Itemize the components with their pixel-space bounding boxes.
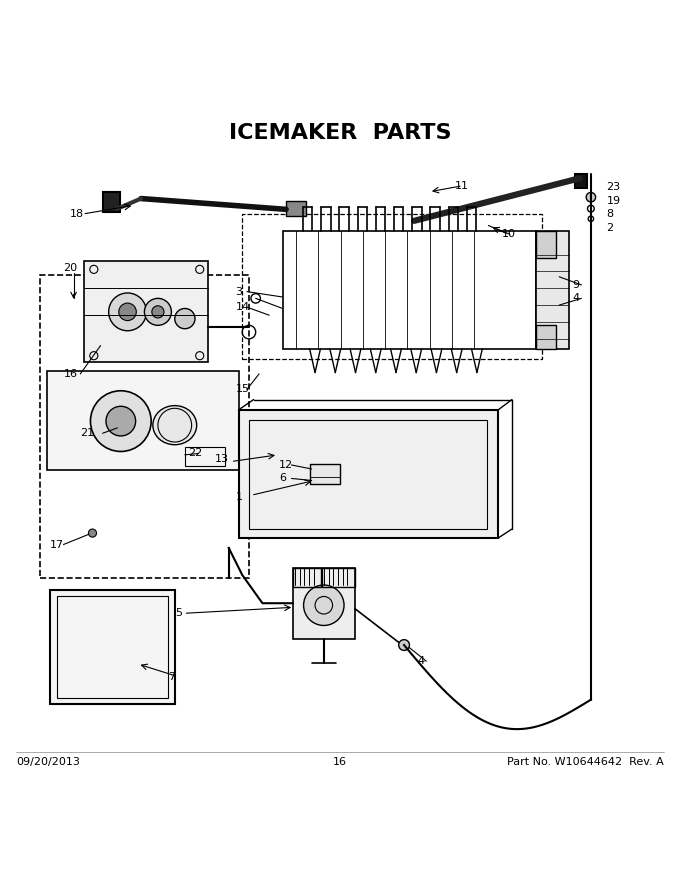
Text: 17: 17	[50, 539, 64, 549]
Text: 8: 8	[607, 209, 613, 219]
Circle shape	[106, 407, 135, 436]
Text: 1: 1	[235, 492, 243, 502]
Bar	[185, 447, 225, 466]
Bar	[103, 192, 120, 212]
Text: 9: 9	[573, 280, 580, 290]
Text: 18: 18	[70, 209, 84, 219]
Circle shape	[90, 391, 151, 451]
Circle shape	[109, 293, 146, 331]
Text: Part No. W10644642  Rev. A: Part No. W10644642 Rev. A	[507, 758, 664, 767]
Circle shape	[175, 309, 195, 329]
Text: 16: 16	[63, 369, 78, 379]
Bar	[40, 275, 249, 578]
Circle shape	[152, 305, 164, 318]
Bar	[242, 214, 543, 359]
Bar	[84, 261, 209, 363]
Circle shape	[119, 303, 136, 320]
Text: 16: 16	[333, 758, 347, 767]
Bar	[322, 568, 355, 587]
Circle shape	[398, 640, 409, 650]
Text: 6: 6	[279, 473, 286, 483]
Text: 13: 13	[216, 454, 229, 464]
Text: 2: 2	[607, 223, 613, 232]
Text: 12: 12	[279, 460, 294, 470]
Text: 21: 21	[80, 429, 95, 438]
Text: 14: 14	[235, 302, 250, 312]
Bar	[309, 464, 340, 484]
Bar	[293, 568, 355, 639]
Text: 20: 20	[63, 263, 78, 273]
Text: 4: 4	[418, 656, 425, 666]
Text: 11: 11	[455, 180, 469, 191]
Bar	[47, 370, 239, 470]
Text: ICEMAKER  PARTS: ICEMAKER PARTS	[228, 123, 452, 143]
Bar	[575, 173, 587, 188]
Bar	[283, 231, 536, 349]
Bar	[50, 590, 175, 704]
Text: 23: 23	[607, 182, 621, 192]
Circle shape	[303, 585, 344, 626]
Text: 10: 10	[502, 230, 516, 239]
Text: 19: 19	[607, 195, 621, 206]
Bar	[293, 568, 321, 587]
Bar	[286, 202, 306, 216]
Circle shape	[144, 298, 171, 326]
Text: 3: 3	[235, 287, 243, 297]
Polygon shape	[536, 231, 556, 258]
Polygon shape	[239, 410, 498, 538]
Bar	[56, 597, 168, 698]
Text: 5: 5	[175, 608, 182, 619]
Text: 4: 4	[573, 293, 580, 304]
Circle shape	[586, 193, 596, 202]
Text: 15: 15	[235, 385, 250, 394]
Polygon shape	[536, 326, 556, 349]
Text: 09/20/2013: 09/20/2013	[16, 758, 80, 767]
Circle shape	[88, 529, 97, 537]
Text: 7: 7	[168, 672, 175, 682]
Ellipse shape	[153, 406, 197, 444]
Text: 22: 22	[188, 449, 203, 458]
Polygon shape	[536, 231, 569, 349]
